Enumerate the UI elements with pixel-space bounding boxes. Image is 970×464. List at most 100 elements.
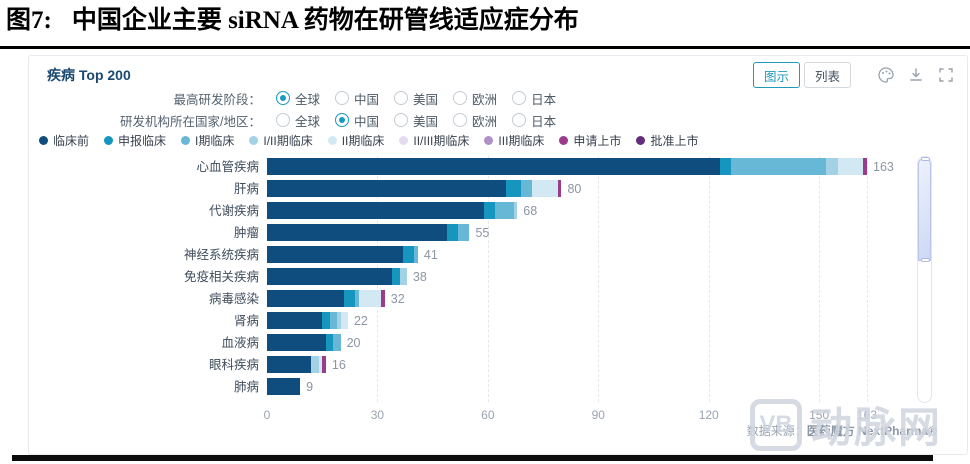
gridline — [487, 156, 489, 402]
chart-scrollbar[interactable] — [917, 156, 932, 403]
bar-value: 41 — [423, 248, 438, 262]
bar-血液病[interactable] — [267, 334, 341, 351]
bar-segment-临床前 — [267, 356, 312, 373]
legend-item-批准上市[interactable]: 批准上市 — [636, 132, 698, 149]
bar-代谢疾病[interactable] — [267, 202, 518, 219]
radio-unselected — [394, 113, 409, 127]
x-tick-label: 163 — [856, 408, 878, 422]
legend-item-申报临床[interactable]: 申报临床 — [104, 132, 166, 149]
radio-option-全球[interactable]: 全球 — [276, 89, 320, 108]
gridline — [598, 156, 600, 402]
legend-dot — [327, 136, 337, 145]
bar-心血管疾病[interactable] — [267, 158, 867, 175]
bar-segment-临床前 — [267, 202, 485, 219]
bar-value: 9 — [306, 380, 314, 394]
bar-segment-II期临床 — [359, 290, 382, 307]
scrollbar-handle-top[interactable] — [921, 157, 930, 161]
filter-rows: 最高研发阶段： 全球 中国 美国 欧洲 日本 研发机构所在国家/地区： 全球 中国 美国 欧洲 日本 — [29, 88, 967, 134]
gridline — [708, 156, 710, 402]
bar-神经系统疾病[interactable] — [267, 246, 418, 263]
radio-option-美国[interactable]: 美国 — [394, 89, 438, 108]
radio-option-label: 美国 — [413, 114, 439, 129]
legend-label: 批准上市 — [650, 134, 699, 148]
radio-unselected — [335, 91, 350, 105]
bar-value: 20 — [346, 336, 361, 350]
radio-option-中国[interactable]: 中国 — [335, 89, 379, 108]
palette-icon[interactable] — [877, 66, 895, 84]
bar-segment-I期临床 — [329, 312, 337, 329]
bar-免疫相关疾病[interactable] — [267, 268, 407, 285]
radio-option-欧洲[interactable]: 欧洲 — [453, 89, 497, 108]
bar-肾病[interactable] — [267, 312, 348, 329]
radio-unselected — [512, 113, 527, 127]
x-tick-label: 120 — [698, 408, 719, 422]
legend-item-临床前[interactable]: 临床前 — [39, 132, 89, 149]
scrollbar-selection[interactable] — [918, 157, 931, 262]
data-source-prefix: 数据来源： — [746, 424, 807, 438]
download-icon[interactable] — [907, 66, 925, 84]
bar-segment-II期临床 — [532, 180, 558, 197]
bar-segment-I期临床 — [495, 202, 514, 219]
radio-option-label: 全球 — [295, 92, 321, 107]
scrollbar-handle-bottom[interactable] — [921, 258, 930, 262]
bar-segment-II期临床 — [340, 312, 348, 329]
radio-option-label: 全球 — [295, 114, 321, 129]
bar-segment-申报临床 — [403, 246, 415, 263]
bar-segment-I/II期临床 — [513, 202, 518, 219]
legend-label: II/III期临床 — [413, 134, 470, 148]
legend-dot — [636, 136, 646, 145]
legend-label: 申请上市 — [573, 134, 622, 148]
bar-肺病[interactable] — [267, 378, 301, 395]
radio-unselected — [394, 91, 409, 105]
legend-item-III期临床[interactable]: III期临床 — [484, 132, 544, 149]
bar-segment-临床前 — [267, 246, 404, 263]
legend-item-II期临床[interactable]: II期临床 — [327, 132, 384, 149]
chart-view-button[interactable]: 图示 — [752, 62, 800, 88]
radio-option-全球[interactable]: 全球 — [276, 111, 320, 130]
bar-segment-临床前 — [267, 268, 393, 285]
legend-item-II/III期临床[interactable]: II/III期临床 — [399, 132, 469, 149]
bar-segment-II期临床 — [837, 158, 864, 175]
radio-option-日本[interactable]: 日本 — [512, 111, 556, 130]
chart-panel: 疾病 Top 200 图示 列表 最高研发阶段： 全球 中国 美国 欧洲 日本 研发机构所在… — [28, 55, 968, 455]
radio-option-label: 日本 — [531, 114, 557, 129]
bar-肝病[interactable] — [267, 180, 562, 197]
radio-option-欧洲[interactable]: 欧洲 — [453, 111, 497, 130]
filter-label: 最高研发阶段： — [173, 92, 261, 107]
gridline — [867, 156, 868, 402]
bar-肿瘤[interactable] — [267, 224, 470, 241]
bar-segment-申报临床 — [344, 290, 356, 307]
legend-item-I期临床[interactable]: I期临床 — [181, 132, 234, 149]
radio-option-日本[interactable]: 日本 — [512, 89, 556, 108]
bar-segment-申请上市 — [381, 290, 385, 307]
legend-label: III期临床 — [498, 134, 545, 148]
bottom-scrollbar[interactable] — [12, 455, 933, 461]
legend-item-申请上市[interactable]: 申请上市 — [559, 132, 621, 149]
x-tick-label: 90 — [591, 408, 605, 422]
radio-option-中国[interactable]: 中国 — [335, 111, 379, 130]
x-tick-label: 150 — [809, 408, 830, 422]
bar-value: 22 — [353, 314, 368, 328]
bar-segment-申请上市 — [322, 356, 326, 373]
x-tick-label: 30 — [370, 408, 385, 422]
bar-segment-申报临床 — [392, 268, 400, 285]
bar-segment-临床前 — [267, 378, 301, 395]
gridline — [819, 156, 821, 402]
bar-value: 16 — [331, 358, 346, 372]
bar-value: 80 — [567, 182, 582, 196]
legend-dot — [181, 136, 191, 145]
bar-segment-I期临床 — [414, 246, 418, 263]
category-label: 免疫相关疾病 — [183, 270, 259, 284]
figure-label: 图7: — [6, 7, 52, 34]
bar-眼科疾病[interactable] — [267, 356, 326, 373]
fullscreen-icon[interactable] — [937, 66, 955, 84]
bar-segment-I期临床 — [458, 224, 470, 241]
list-view-button[interactable]: 列表 — [803, 62, 851, 88]
radio-unselected — [276, 113, 290, 127]
radio-option-美国[interactable]: 美国 — [394, 111, 438, 130]
data-source: 数据来源：医药魔方 NextPharma® — [747, 422, 937, 439]
bar-segment-I/II期临床 — [336, 312, 341, 329]
radio-option-label: 中国 — [354, 114, 380, 129]
legend-item-I/II期临床[interactable]: I/II期临床 — [249, 132, 313, 149]
bar-病毒感染[interactable] — [267, 290, 385, 307]
